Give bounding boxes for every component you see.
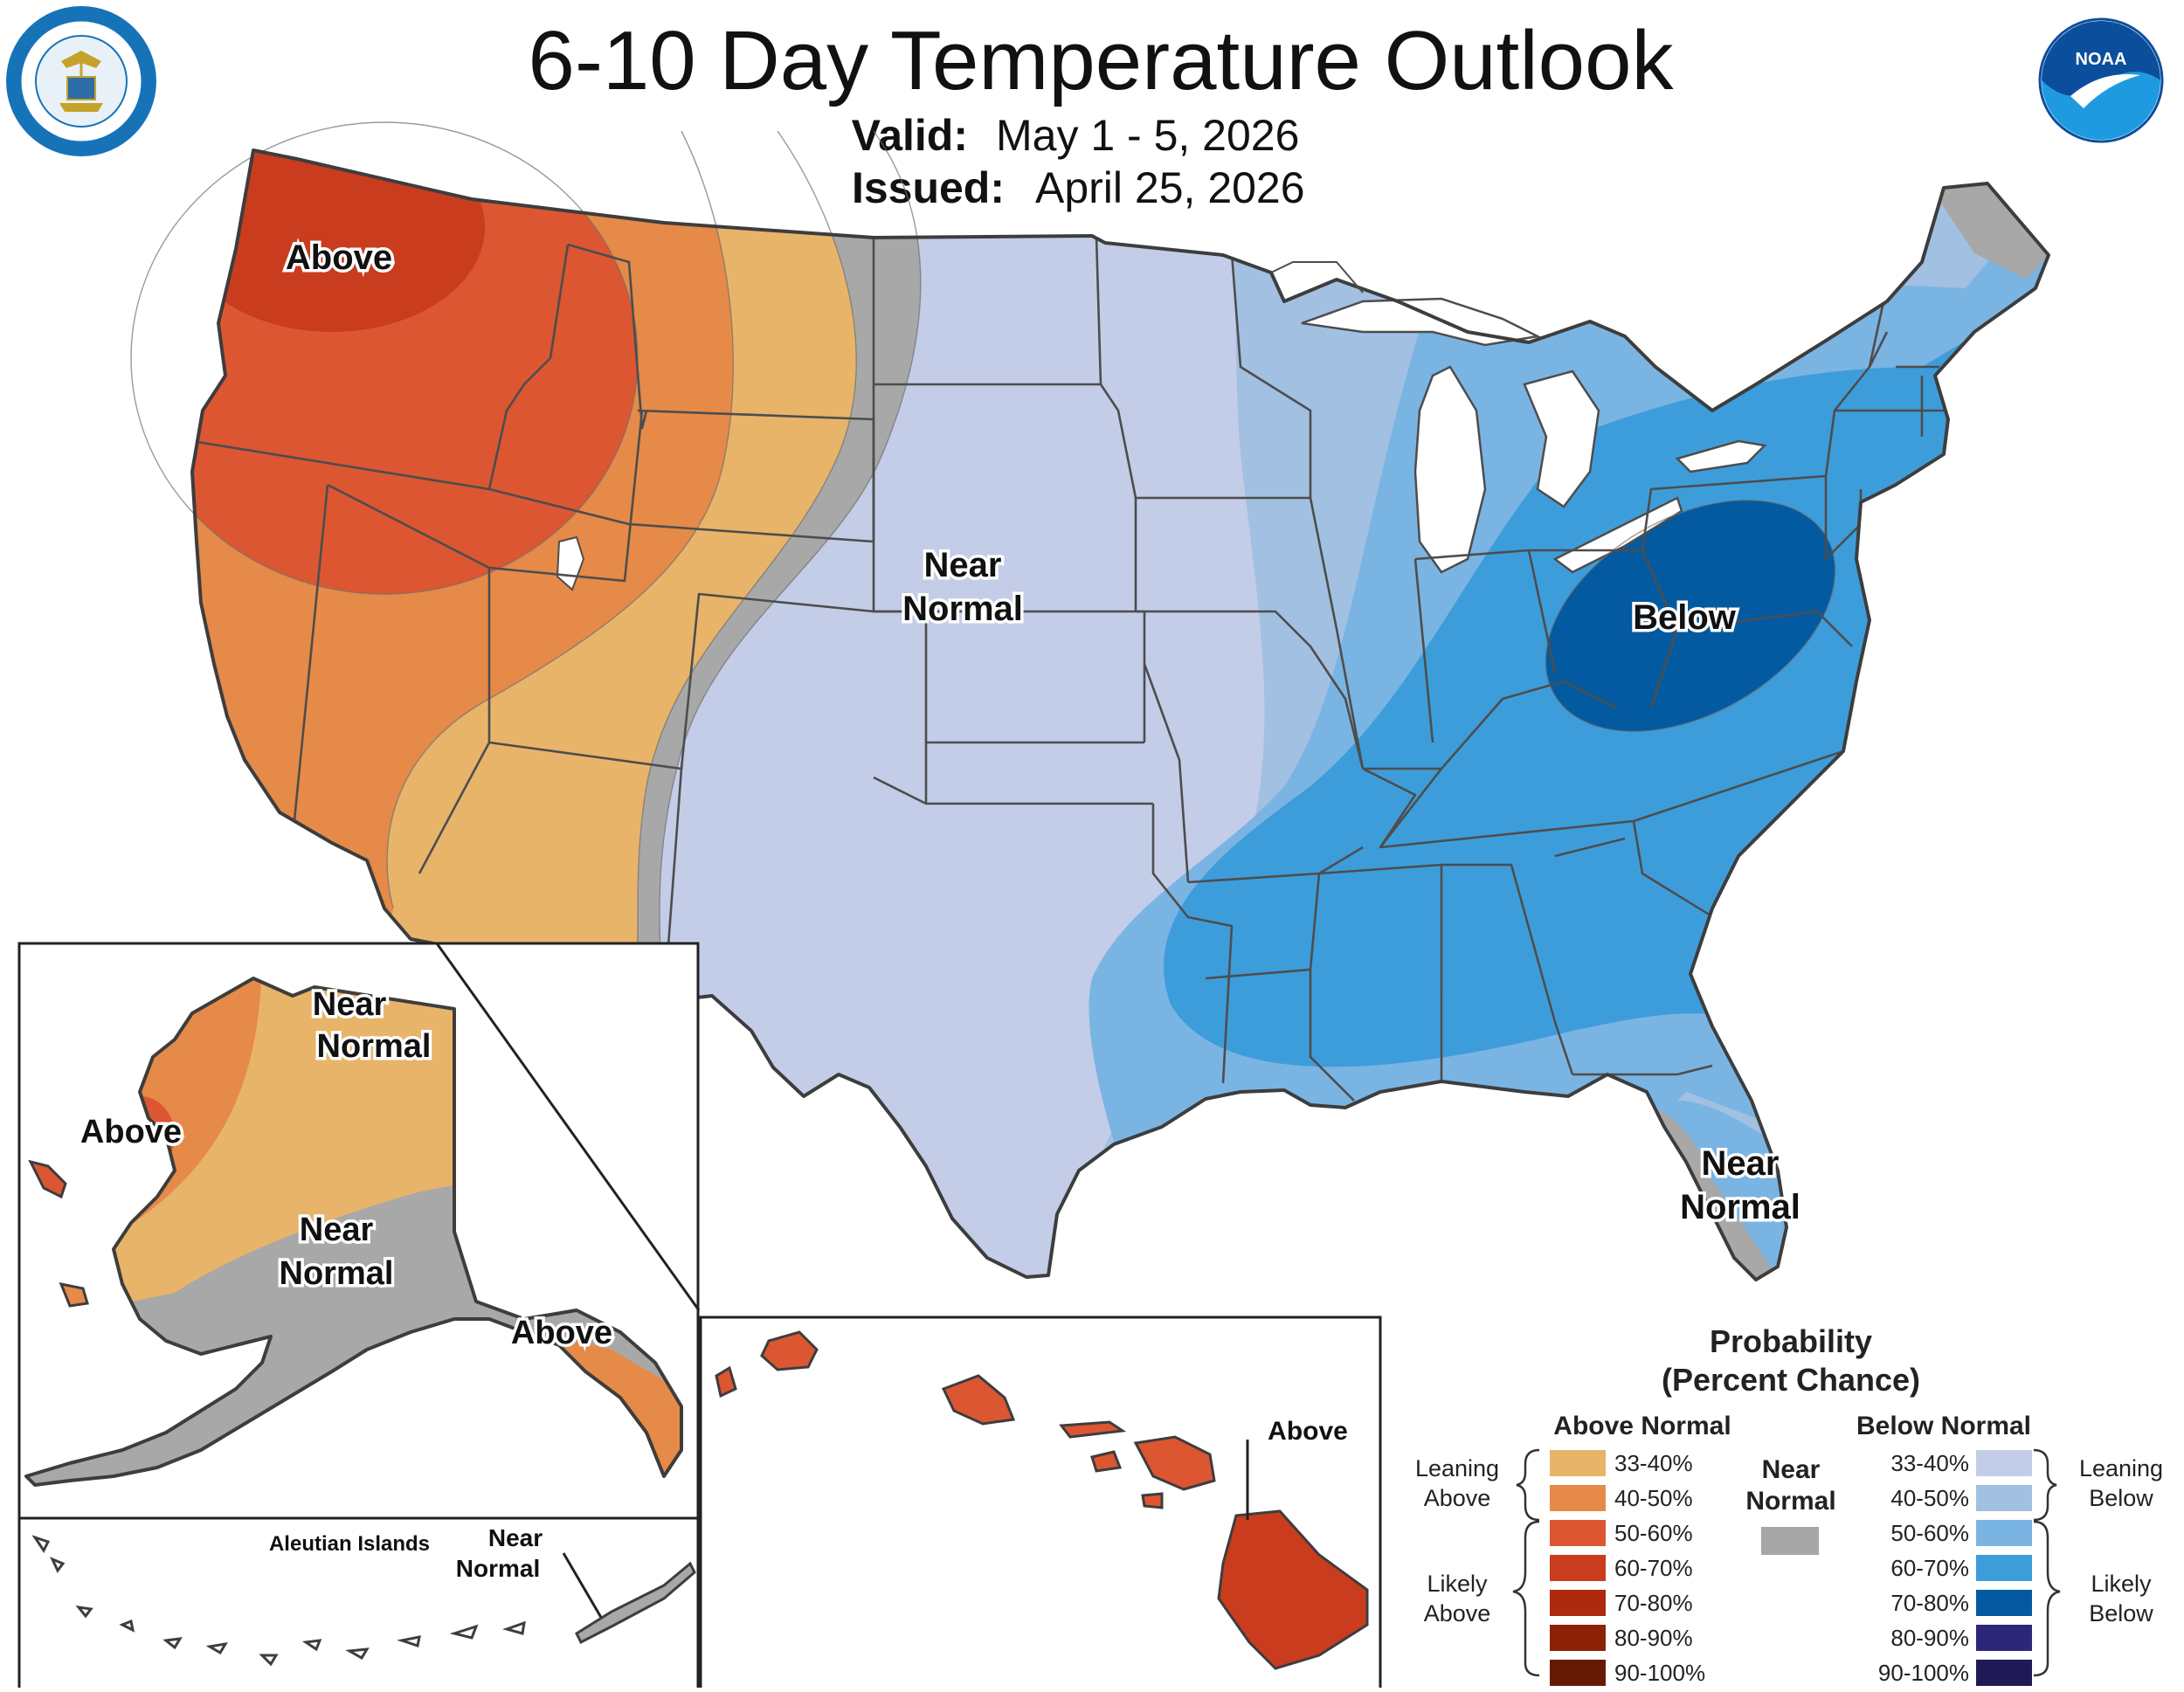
alaska-near-normal-north-label-1: Near bbox=[313, 986, 387, 1023]
legend-likely-below-2: Below bbox=[2089, 1600, 2153, 1626]
legend-likely-above-1: Likely bbox=[1427, 1571, 1488, 1597]
alaska-above-west-label: Above bbox=[80, 1114, 182, 1150]
hawaii-inset: Above bbox=[699, 1316, 1382, 1692]
conus-near-normal-label-1: Near bbox=[924, 546, 1002, 584]
florida-near-normal-label-2: Normal bbox=[1680, 1188, 1800, 1226]
legend-swatch-below-5 bbox=[1976, 1625, 2032, 1651]
alaska-near-normal-south-label-1: Near bbox=[300, 1212, 374, 1248]
legend-swatch-below-3 bbox=[1976, 1555, 2032, 1581]
legend-swatch-below-4 bbox=[1976, 1590, 2032, 1616]
legend-near-normal-swatch bbox=[1761, 1527, 1819, 1555]
legend-leaning-above-1: Leaning bbox=[1415, 1455, 1499, 1481]
legend-leaning-above-2: Above bbox=[1424, 1485, 1491, 1511]
legend-near-normal-label-2: Normal bbox=[1745, 1487, 1835, 1516]
legend-swatch-above-4 bbox=[1550, 1590, 1606, 1616]
valid-label: Valid: bbox=[852, 111, 968, 160]
conus-below-label: Below bbox=[1633, 598, 1737, 637]
map-title: 6-10 Day Temperature Outlook bbox=[529, 14, 1675, 107]
legend-swatch-below-2 bbox=[1976, 1520, 2032, 1546]
issued-label: Issued: bbox=[852, 163, 1005, 212]
valid-dates: May 1 - 5, 2026 bbox=[996, 111, 1299, 160]
legend-swatch-above-0 bbox=[1550, 1450, 1606, 1476]
aleutian-near-normal-label-2: Normal bbox=[456, 1555, 540, 1582]
legend-label-below-5: 80-90% bbox=[1890, 1625, 1969, 1651]
legend-label-above-0: 33-40% bbox=[1614, 1450, 1693, 1476]
conus-contour-lines bbox=[130, 121, 1836, 1049]
aleutian-near-normal-label-1: Near bbox=[488, 1524, 543, 1551]
legend-label-above-6: 90-100% bbox=[1614, 1660, 1705, 1686]
legend-label-below-3: 60-70% bbox=[1890, 1555, 1969, 1581]
issued-date: April 25, 2026 bbox=[1035, 163, 1305, 212]
aleutian-inset: Aleutian Islands Near Normal bbox=[17, 1516, 700, 1692]
legend-swatch-below-0 bbox=[1976, 1450, 2032, 1476]
alaska-near-normal-south-label-2: Normal bbox=[280, 1255, 394, 1292]
legend-label-below-4: 70-80% bbox=[1890, 1590, 1969, 1616]
hawaii-above-label: Above bbox=[1268, 1417, 1348, 1446]
legend-swatch-above-2 bbox=[1550, 1520, 1606, 1546]
legend-swatch-above-3 bbox=[1550, 1555, 1606, 1581]
legend-label-above-4: 70-80% bbox=[1614, 1590, 1693, 1616]
legend-below-header: Below Normal bbox=[1856, 1412, 2031, 1440]
legend-above-header: Above Normal bbox=[1553, 1412, 1731, 1440]
aleutian-title: Aleutian Islands bbox=[269, 1532, 430, 1556]
legend-label-below-6: 90-100% bbox=[1878, 1660, 1969, 1686]
legend-label-below-0: 33-40% bbox=[1890, 1450, 1969, 1476]
legend-label-below-1: 40-50% bbox=[1890, 1485, 1969, 1511]
legend-title-2: (Percent Chance) bbox=[1662, 1362, 1920, 1398]
noaa-logo-icon: NOAA bbox=[2038, 17, 2164, 143]
alaska-near-normal-north-label-2: Normal bbox=[317, 1028, 432, 1065]
alaska-connector-line bbox=[435, 943, 701, 1311]
conus-near-normal-label-2: Normal bbox=[902, 590, 1023, 628]
alaska-above-panhandle-label: Above bbox=[511, 1315, 612, 1351]
legend-label-above-2: 50-60% bbox=[1614, 1520, 1693, 1546]
legend-likely-above-2: Above bbox=[1424, 1600, 1491, 1626]
probability-legend: Probability (Percent Chance) Above Norma… bbox=[1415, 1323, 2163, 1686]
conus-above-label: Above bbox=[286, 238, 392, 277]
alaska-inset: Near Normal Above Near Normal Above bbox=[17, 942, 700, 1520]
noaa-logo-text: NOAA bbox=[2076, 50, 2127, 69]
legend-swatch-above-1 bbox=[1550, 1485, 1606, 1511]
legend-label-below-2: 50-60% bbox=[1890, 1520, 1969, 1546]
legend-near-normal-label-1: Near bbox=[1762, 1455, 1821, 1484]
legend-swatch-below-1 bbox=[1976, 1485, 2032, 1511]
canada-border bbox=[1270, 261, 1364, 294]
legend-swatch-above-5 bbox=[1550, 1625, 1606, 1651]
legend-likely-below-1: Likely bbox=[2091, 1571, 2152, 1597]
florida-near-normal-label-1: Near bbox=[1702, 1144, 1780, 1183]
legend-swatch-above-6 bbox=[1550, 1660, 1606, 1686]
commerce-seal-icon bbox=[6, 6, 156, 156]
great-lakes bbox=[556, 297, 1767, 591]
legend-leaning-below-2: Below bbox=[2089, 1485, 2153, 1511]
legend-label-above-3: 60-70% bbox=[1614, 1555, 1693, 1581]
legend-label-above-5: 80-90% bbox=[1614, 1625, 1693, 1651]
legend-label-above-1: 40-50% bbox=[1614, 1485, 1693, 1511]
legend-swatch-below-6 bbox=[1976, 1660, 2032, 1686]
legend-leaning-below-1: Leaning bbox=[2079, 1455, 2163, 1481]
legend-title-1: Probability bbox=[1710, 1323, 1872, 1359]
